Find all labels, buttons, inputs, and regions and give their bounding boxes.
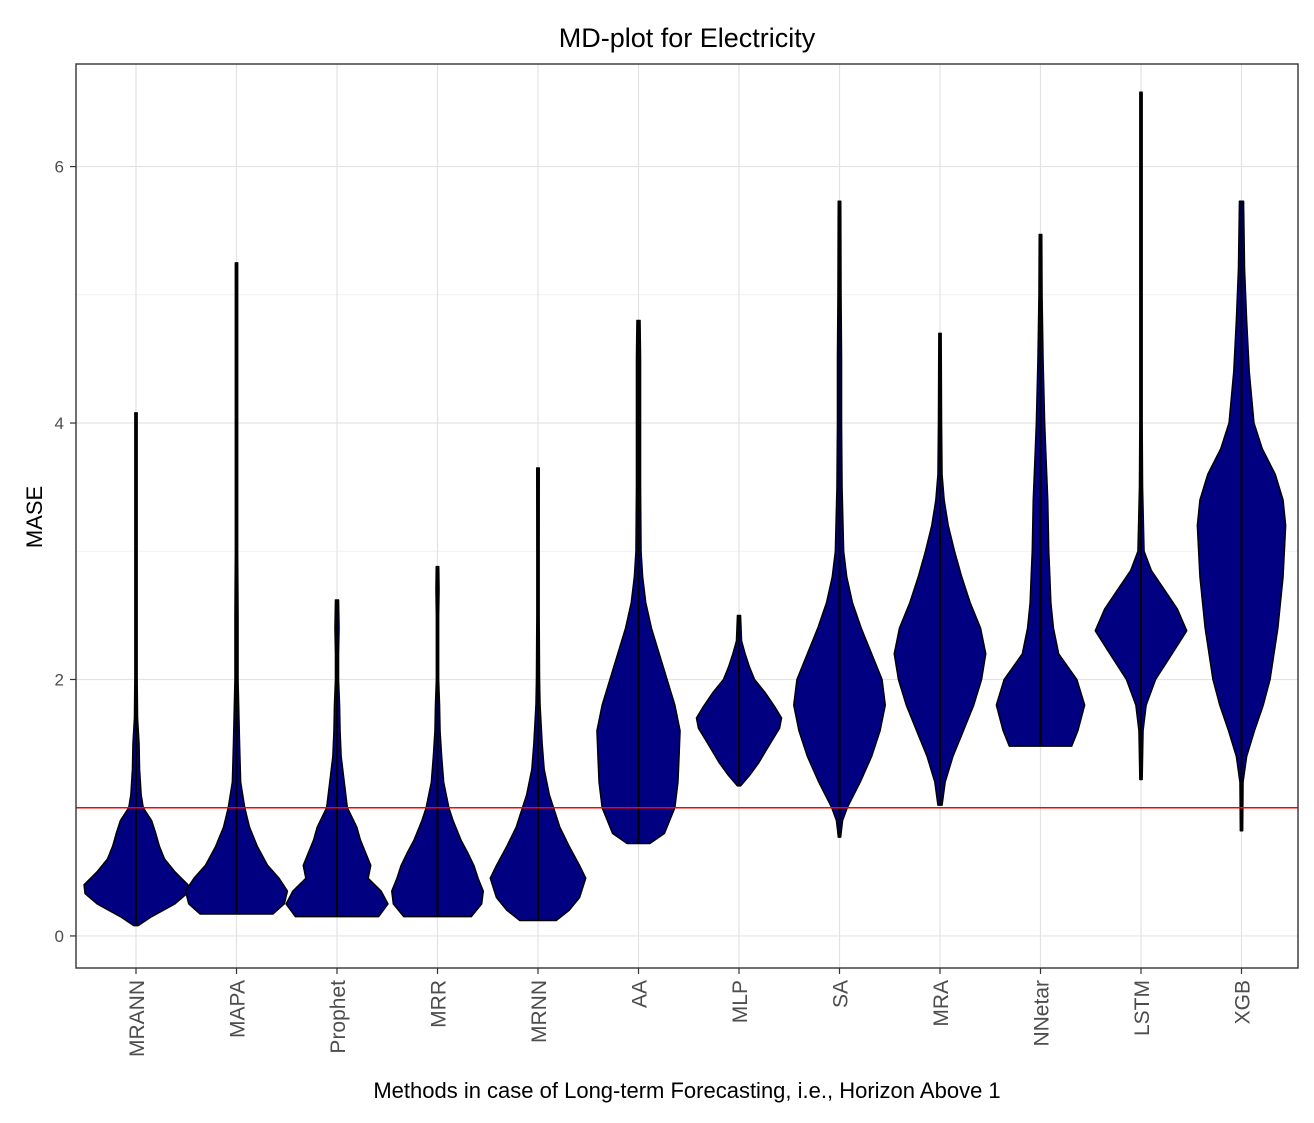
plot-border	[75, 63, 1299, 969]
axes: 0 2 4 6 MRANN MAPA Prophet MRR MRNN AA MLP SA MRA NNe…	[55, 63, 1299, 1057]
x-tick-label: MAPA	[227, 980, 250, 1038]
x-tick-label: MRNN	[528, 980, 551, 1043]
x-tick-label: SA	[830, 980, 853, 1008]
plot-panel	[76, 64, 1298, 968]
x-tick-label: LSTM	[1131, 980, 1154, 1036]
x-tick-label: MLP	[729, 980, 752, 1023]
y-tick-label: 4	[55, 414, 64, 433]
x-tick-label: XGB	[1232, 980, 1255, 1024]
x-axis-label: Methods in case of Long-term Forecasting…	[373, 1078, 1000, 1103]
y-tick-label: 0	[55, 927, 64, 946]
x-tick-label: Prophet	[327, 980, 350, 1054]
x-tick-label: MRR	[428, 980, 451, 1028]
violins	[83, 91, 1287, 927]
y-axis-label: MASE	[22, 486, 47, 548]
y-tick-label: 2	[55, 670, 64, 689]
x-tick-label: NNetar	[1031, 980, 1054, 1047]
x-tick-label: MRA	[930, 980, 953, 1027]
x-tick-label: MRANN	[126, 980, 149, 1057]
chart-title: MD-plot for Electricity	[559, 23, 816, 53]
y-tick-label: 6	[55, 158, 64, 177]
grid-lines	[76, 64, 1298, 968]
x-tick-label: AA	[629, 980, 652, 1008]
